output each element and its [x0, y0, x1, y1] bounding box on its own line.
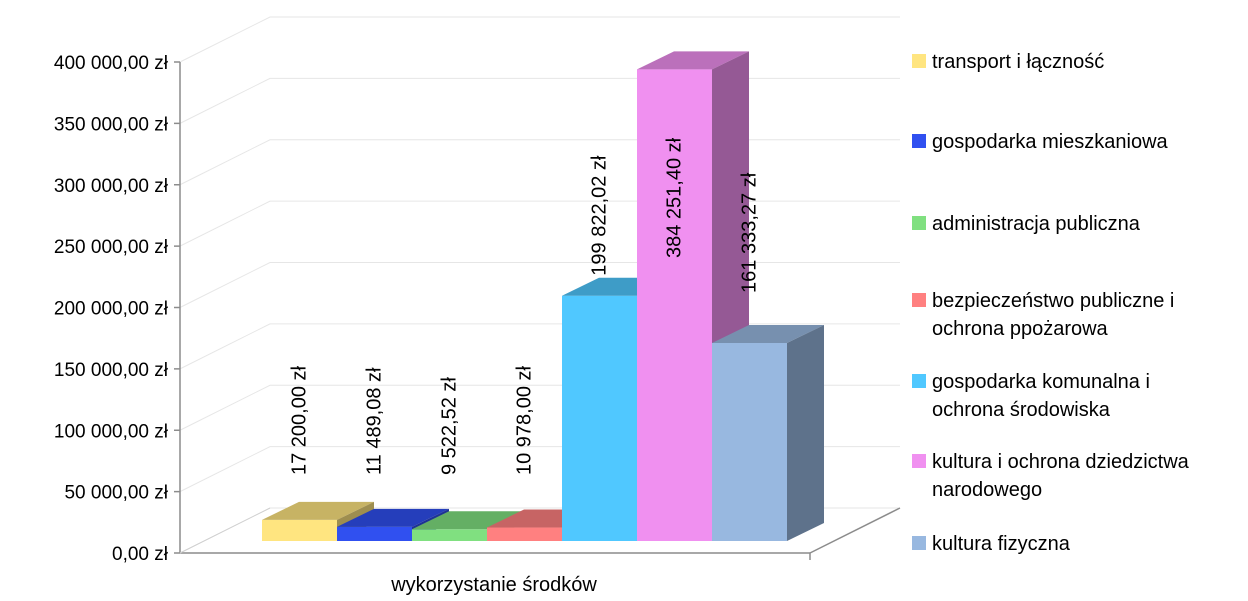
bar-top-face: [262, 501, 374, 520]
bar-front-face: [262, 519, 337, 541]
y-tick-label: 0,00 zł: [112, 544, 169, 565]
legend-item-1: transport i łączność: [912, 51, 1104, 73]
data-label-5: 199 822,02 zł: [589, 155, 611, 276]
legend-item-6: kultura i ochrona dziedzictwa narodowego: [912, 451, 1190, 501]
y-axis-tick-labels: 0,00 zł 50 000,00 zł 100 000,00 zł 150 000,…: [54, 53, 169, 565]
gridline-4: [179, 262, 900, 308]
legend-label: gospodarka komunalna i: [932, 371, 1150, 393]
y-tick-label: 350 000,00 zł: [54, 114, 169, 135]
y-tick-label: 100 000,00 zł: [54, 421, 169, 442]
bar-front-face: [637, 69, 712, 541]
legend-swatch: [912, 454, 926, 468]
y-tick-label: 300 000,00 zł: [54, 176, 169, 197]
legend-swatch: [912, 54, 926, 68]
legend-swatch: [912, 293, 926, 307]
floor-edge-line: [809, 507, 901, 554]
legend-label: ochrona ppożarowa: [932, 318, 1109, 340]
bar-top-face: [712, 324, 824, 343]
y-tick-label: 150 000,00 zł: [54, 360, 169, 381]
y-tick-label: 200 000,00 zł: [54, 299, 169, 320]
bar-side-face: [787, 324, 824, 541]
bar-top-face: [337, 508, 449, 527]
x-axis-category-label: wykorzystanie środków: [390, 574, 597, 596]
gridline-8: [179, 16, 900, 63]
legend-item-5: gospodarka komunalna i ochrona środowiska: [912, 371, 1150, 421]
y-tick-label: 400 000,00 zł: [54, 53, 169, 74]
bar-7: [712, 324, 824, 541]
y-tick-label: 50 000,00 zł: [64, 483, 168, 504]
data-label-2: 11 489,08 zł: [364, 367, 386, 475]
legend-label: ochrona środowiska: [932, 399, 1111, 421]
bar-front-face: [562, 295, 637, 541]
gridline-5: [179, 200, 900, 247]
legend-swatch: [912, 536, 926, 550]
legend-item-4: bezpieczeństwo publiczne i ochrona ppożar…: [912, 290, 1174, 340]
legend-label: narodowego: [932, 479, 1042, 501]
gridline-7: [179, 77, 900, 124]
y-tick-label: 250 000,00 zł: [54, 237, 169, 258]
data-label-3: 9 522,52 zł: [439, 377, 461, 475]
legend-swatch: [912, 374, 926, 388]
data-label-1: 17 200,00 zł: [289, 365, 311, 475]
data-label-6: 384 251,40 zł: [664, 137, 686, 258]
data-label-4: 10 978,00 zł: [514, 365, 536, 475]
data-label-7: 161 333,27 zł: [739, 172, 761, 293]
data-labels: 17 200,00 zł 11 489,08 zł 9 522,52 zł 10 97…: [289, 137, 761, 475]
axes: [174, 61, 901, 560]
bar-6: [637, 51, 749, 541]
bar-top-face: [637, 51, 749, 70]
legend-label: bezpieczeństwo publiczne i: [932, 290, 1174, 312]
legend-item-2: gospodarka mieszkaniowa: [912, 131, 1169, 153]
legend-swatch: [912, 134, 926, 148]
legend-item-7: kultura fizyczna: [912, 533, 1071, 555]
bar-front-face: [712, 342, 787, 541]
bar-front-face: [487, 527, 562, 541]
floor-back-edge: [179, 507, 271, 554]
legend-swatch: [912, 216, 926, 230]
bars: [262, 51, 824, 541]
gridline-6: [179, 139, 900, 186]
legend-label: kultura fizyczna: [932, 533, 1071, 555]
legend-item-3: administracja publiczna: [912, 213, 1141, 235]
bar-front-face: [337, 526, 412, 541]
bar-front-face: [412, 529, 487, 541]
legend: transport i łączność gospodarka mieszkani…: [912, 51, 1190, 555]
legend-label: administracja publiczna: [932, 213, 1141, 235]
legend-label: gospodarka mieszkaniowa: [932, 131, 1169, 153]
legend-label: kultura i ochrona dziedzictwa: [932, 451, 1190, 473]
legend-label: transport i łączność: [932, 51, 1104, 73]
